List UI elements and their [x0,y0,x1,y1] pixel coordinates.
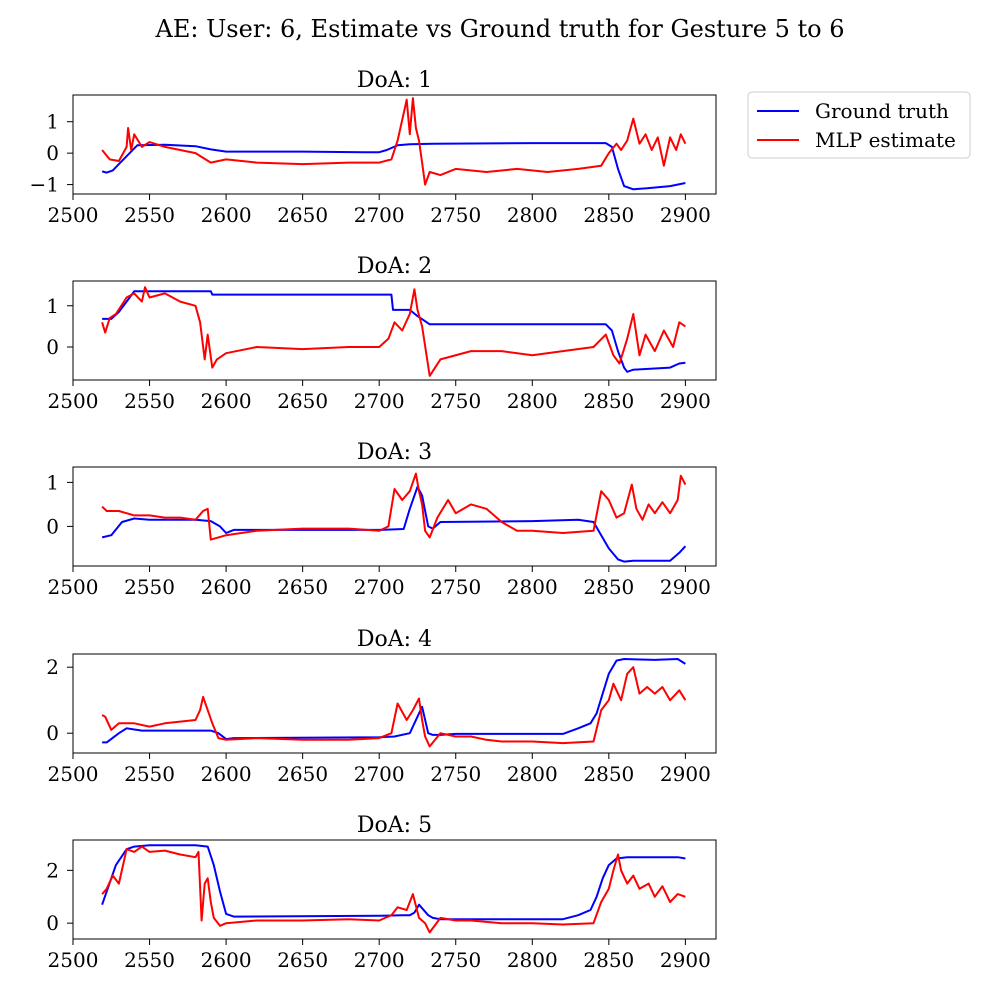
x-tick-label: 2750 [430,762,481,786]
x-tick-label: 2850 [583,762,634,786]
x-tick-label: 2650 [277,389,328,413]
y-tick-label: 0 [46,911,59,935]
x-tick-label: 2550 [124,203,175,227]
mlp-estimate-line [101,97,687,186]
x-tick-label: 2500 [48,203,99,227]
axes-frame [72,94,717,195]
x-tick-label: 2550 [124,575,175,599]
x-tick-label: 2550 [124,389,175,413]
x-tick-label: 2800 [507,762,558,786]
x-tick-label: 2700 [354,762,405,786]
y-tick-label: 0 [46,335,59,359]
x-tick-label: 2650 [277,203,328,227]
y-tick-label: 1 [46,294,59,318]
legend-frame [747,91,971,159]
mlp-estimate-line [101,472,687,541]
x-tick-label: 2900 [660,575,711,599]
x-tick-label: 2550 [124,762,175,786]
axes-frame [72,280,717,381]
x-tick-label: 2800 [507,203,558,227]
x-tick-label: 2500 [48,389,99,413]
y-tick-label: 0 [46,514,59,538]
subplot-doa-2: DoA: 2 2500 2550 2600 2650 2700 2750 2800 2850 29… [46,254,717,413]
subplot-doa-3: DoA: 3 2500 2550 2600 2650 2700 2750 2800 2850 29… [46,440,717,599]
x-tick-label: 2700 [354,948,405,972]
figure-title: AE: User: 6, Estimate vs Ground truth fo… [155,15,845,43]
subplot-doa-1: DoA: 1 2500 2550 2600 2650 2700 2750 2800 2850 29… [30,68,717,227]
x-tick-label: 2850 [583,575,634,599]
x-tick-label: 2500 [48,762,99,786]
subplot-title: DoA: 3 [357,440,432,465]
x-tick-label: 2700 [354,203,405,227]
x-tick-label: 2600 [201,948,252,972]
x-tick-label: 2750 [430,575,481,599]
x-tick-label: 2500 [48,575,99,599]
ground-truth-line [101,485,687,563]
subplot-title: DoA: 1 [357,68,432,93]
mlp-estimate-line [101,286,686,377]
x-tick-label: 2850 [583,389,634,413]
x-tick-label: 2500 [48,948,99,972]
x-tick-label: 2800 [507,948,558,972]
x-tick-label: 2800 [507,389,558,413]
x-tick-label: 2600 [201,389,252,413]
ground-truth-line [102,658,686,744]
axes-frame [72,839,717,940]
x-tick-label: 2900 [660,948,711,972]
x-tick-label: 2600 [201,762,252,786]
x-tick-label: 2650 [277,575,328,599]
y-tick-label: 0 [46,721,59,745]
axes-frame [72,653,717,754]
x-tick-label: 2850 [583,948,634,972]
ground-truth-line [101,142,686,191]
legend: Ground truth MLP estimate [747,91,971,159]
x-tick-label: 2750 [430,203,481,227]
axes-frame [72,466,717,567]
legend-mlp-estimate-label: MLP estimate [815,128,956,152]
y-tick-label: 1 [46,110,59,134]
subplot-title: DoA: 2 [357,254,432,279]
subplot-doa-4: DoA: 4 2500 2550 2600 2650 2700 2750 2800 2850 29… [46,627,717,786]
y-tick-label: 2 [46,655,59,679]
subplot-doa-5: DoA: 5 2500 2550 2600 2650 2700 2750 2800 2850 29… [46,813,717,972]
x-tick-label: 2550 [124,948,175,972]
y-tick-label: 1 [46,470,59,494]
y-tick-label: 0 [46,141,59,165]
subplot-title: DoA: 4 [357,627,432,652]
mlp-estimate-line [101,666,687,748]
x-tick-label: 2850 [583,203,634,227]
x-tick-label: 2800 [507,575,558,599]
x-tick-label: 2750 [430,948,481,972]
x-tick-label: 2650 [277,948,328,972]
y-tick-label: 2 [46,858,59,882]
legend-ground-truth-label: Ground truth [815,99,949,123]
x-tick-label: 2900 [660,389,711,413]
subplots: DoA: 1 2500 2550 2600 2650 2700 2750 2800 2850 29… [30,68,717,972]
mlp-estimate-line [101,845,686,934]
x-tick-label: 2700 [354,389,405,413]
x-tick-label: 2900 [660,203,711,227]
x-tick-label: 2750 [430,389,481,413]
y-tick-label: −1 [30,173,59,197]
x-tick-label: 2600 [201,575,252,599]
x-tick-label: 2900 [660,762,711,786]
x-tick-label: 2650 [277,762,328,786]
x-tick-label: 2600 [201,203,252,227]
ground-truth-line [102,290,686,373]
subplot-title: DoA: 5 [357,813,432,838]
x-tick-label: 2700 [354,575,405,599]
